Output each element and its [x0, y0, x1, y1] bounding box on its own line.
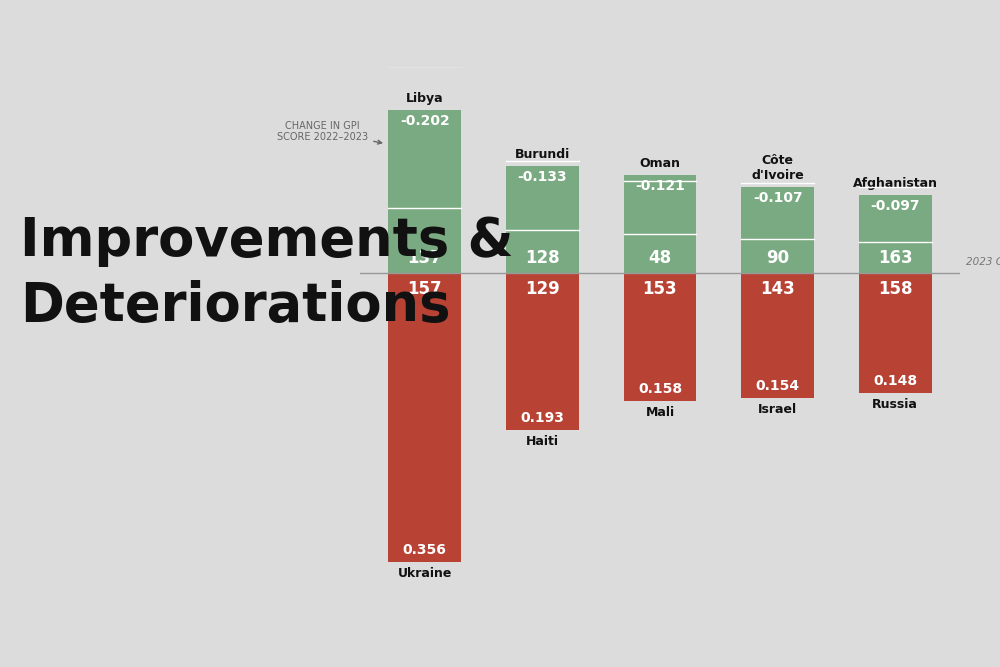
Text: 0.154: 0.154	[756, 380, 800, 394]
Text: Russia: Russia	[872, 398, 918, 411]
Text: 2023 GPI RANK: 2023 GPI RANK	[966, 257, 1000, 267]
Text: Libya: Libya	[406, 92, 444, 105]
Text: Deteriorations: Deteriorations	[20, 280, 450, 332]
Text: 0.193: 0.193	[520, 411, 564, 425]
Text: -0.133: -0.133	[518, 169, 567, 183]
Text: 0.158: 0.158	[638, 382, 682, 396]
Bar	[624, 273, 696, 402]
Text: Burundi: Burundi	[515, 147, 570, 161]
Bar	[741, 187, 814, 273]
Bar	[624, 175, 696, 273]
Text: Afghanistan: Afghanistan	[853, 177, 938, 190]
Text: Ukraine: Ukraine	[398, 567, 452, 580]
Text: -0.121: -0.121	[635, 179, 685, 193]
Text: -0.097: -0.097	[871, 199, 920, 213]
Bar	[388, 109, 461, 273]
Text: 153: 153	[643, 279, 677, 297]
Text: -0.202: -0.202	[400, 113, 450, 127]
Text: Oman: Oman	[640, 157, 680, 170]
Text: 143: 143	[760, 279, 795, 297]
Text: Israel: Israel	[758, 403, 797, 416]
Text: 157: 157	[407, 279, 442, 297]
Text: 90: 90	[766, 249, 789, 267]
Text: 0.356: 0.356	[403, 543, 447, 557]
Bar	[506, 273, 579, 430]
Bar	[388, 273, 461, 562]
Bar	[506, 165, 579, 273]
Text: Côte
d'Ivoire: Côte d'Ivoire	[751, 154, 804, 182]
Text: 0.148: 0.148	[873, 374, 917, 388]
Text: -0.107: -0.107	[753, 191, 802, 205]
Bar	[859, 273, 932, 394]
Text: Improvements &: Improvements &	[20, 215, 514, 267]
Bar	[859, 195, 932, 273]
Text: Mali: Mali	[645, 406, 675, 419]
Text: 163: 163	[878, 249, 913, 267]
Text: 158: 158	[878, 279, 913, 297]
Bar	[741, 273, 814, 398]
Text: Haiti: Haiti	[526, 435, 559, 448]
Text: 137: 137	[407, 249, 442, 267]
Text: 129: 129	[525, 279, 560, 297]
Text: 128: 128	[525, 249, 560, 267]
Text: CHANGE IN GPI
SCORE 2022–2023: CHANGE IN GPI SCORE 2022–2023	[277, 121, 382, 144]
Text: 48: 48	[648, 249, 672, 267]
